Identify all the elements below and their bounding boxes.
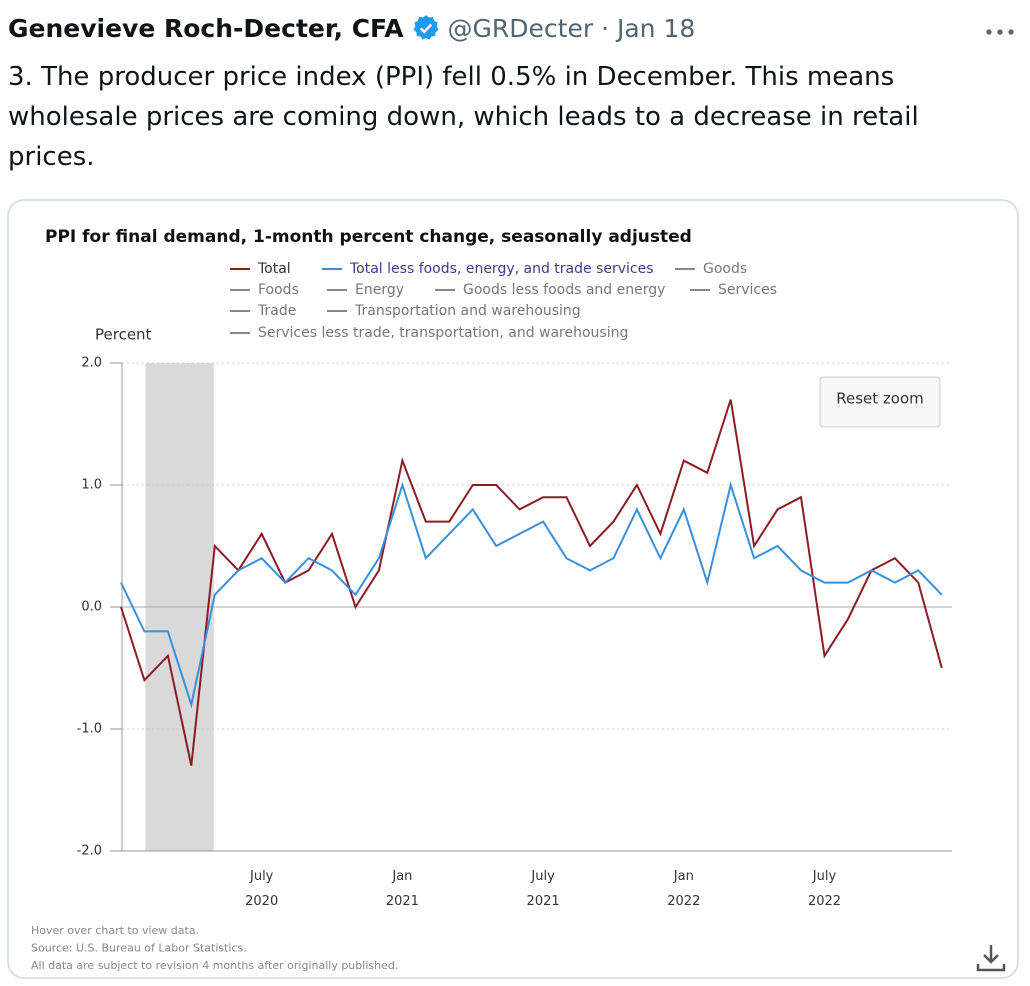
- footnote: Source: U.S. Bureau of Labor Statistics.: [31, 942, 247, 955]
- x-tick-label: Jan 2021: [386, 869, 419, 909]
- legend-label: Foods: [258, 282, 299, 298]
- arrow-head: [983, 954, 999, 964]
- legend-label: Transportation and warehousing: [354, 303, 581, 319]
- legend-label: Goods less foods and energy: [463, 282, 665, 298]
- x-tick-label-line: July: [812, 869, 837, 884]
- legend-label: Total less foods, energy, and trade serv…: [349, 261, 654, 277]
- x-tick-label-line: 2021: [527, 894, 560, 909]
- x-tick-label-line: 2021: [386, 894, 419, 909]
- x-tick-label: July 2020: [245, 869, 278, 909]
- x-tick-label-line: 2022: [667, 894, 700, 909]
- reset-zoom-button[interactable]: [819, 376, 941, 428]
- reset-zoom-label: Reset zoom: [836, 390, 924, 408]
- legend-label: Total: [257, 261, 291, 277]
- legend-label: Services less trade, transportation, and…: [258, 325, 628, 341]
- y-tick-label: -1.0: [77, 722, 102, 737]
- legend-label: Goods: [703, 261, 747, 277]
- legend-label: Energy: [355, 282, 404, 298]
- legend-label: Services: [718, 282, 777, 298]
- x-tick-label-line: Jan: [673, 869, 694, 884]
- handle[interactable]: @GRDecter: [447, 14, 594, 43]
- y-tick-label: 0.0: [81, 600, 102, 615]
- verified-badge: [413, 15, 439, 40]
- card-border: [7, 199, 1019, 979]
- tweet-header: Genevieve Roch-Decter, CFA @GRDecter · J…: [8, 14, 695, 43]
- date[interactable]: · Jan 18: [601, 14, 696, 43]
- footnote: All data are subject to revision 4 month…: [31, 959, 398, 972]
- x-tick-label: July 2022: [808, 869, 841, 909]
- x-tick-label-line: 2020: [245, 894, 278, 909]
- y-tick-label: -2.0: [77, 844, 102, 859]
- series-line: [120, 481, 943, 709]
- dot: [986, 29, 992, 35]
- y-tick-label: 2.0: [81, 356, 102, 371]
- dot: [997, 29, 1003, 35]
- x-tick-label-line: July: [249, 869, 274, 884]
- author[interactable]: Genevieve Roch-Decter, CFA: [8, 14, 404, 43]
- download-icon[interactable]: [976, 945, 1006, 972]
- x-tick-label: Jan 2022: [667, 869, 700, 909]
- y-tick-label: 1.0: [81, 478, 102, 493]
- x-tick-label-line: Jan: [391, 869, 412, 884]
- series-line: [120, 399, 943, 766]
- legend-label: Trade: [257, 303, 296, 319]
- chart-title: PPI for final demand, 1-month percent ch…: [45, 227, 692, 247]
- tray: [976, 964, 1006, 972]
- x-tick-label-line: 2022: [808, 894, 841, 909]
- more-icon[interactable]: [986, 29, 1014, 35]
- x-tick-label: July 2021: [527, 869, 560, 909]
- dot: [1008, 29, 1014, 35]
- footnote: Hover over chart to view data.: [31, 924, 199, 937]
- tweet-text: 3. The producer price index (PPI) fell 0…: [8, 62, 919, 172]
- y-axis-label: Percent: [95, 326, 152, 344]
- x-tick-label-line: July: [530, 869, 555, 884]
